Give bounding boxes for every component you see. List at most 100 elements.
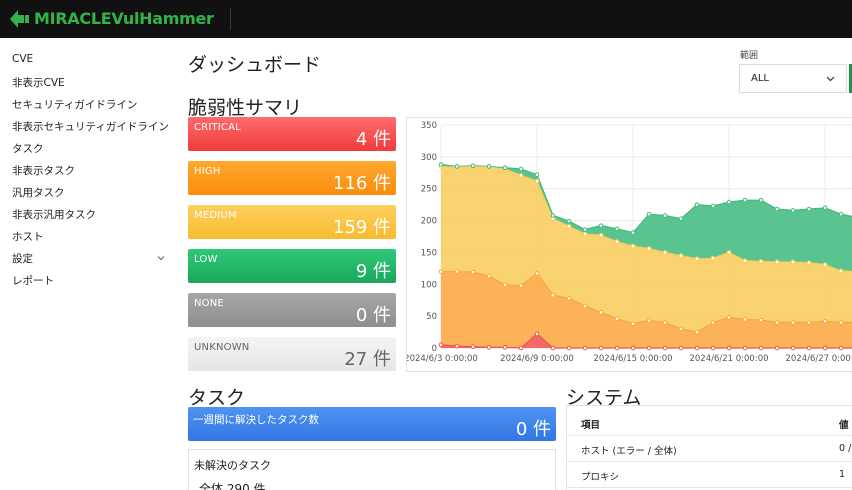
data-point (742, 197, 748, 203)
data-point (614, 345, 620, 351)
data-point (726, 345, 732, 351)
range-label: 範囲 (740, 51, 759, 61)
logo-text: MIRACLEVulHammer (34, 9, 214, 28)
x-tick-label: 2024/6/15 0:00:00 (593, 354, 672, 364)
series-line (440, 165, 852, 272)
severity-label: UNKNOWN (194, 342, 250, 353)
x-tick-label: 2024/6/9 0:00:00 (500, 354, 574, 364)
data-point (662, 345, 668, 351)
severity-card-low[interactable]: LOW 9 件 (188, 249, 396, 283)
data-point (630, 243, 636, 249)
data-point (502, 165, 508, 170)
data-point (646, 345, 652, 351)
data-point (726, 250, 732, 255)
data-point (838, 268, 844, 274)
severity-card-unknown[interactable]: UNKNOWN 27 件 (188, 337, 396, 371)
sidebar-item-general-tasks[interactable]: 汎用タスク (12, 187, 65, 199)
data-point (534, 331, 540, 337)
range-select[interactable]: ALL (739, 64, 847, 93)
system-title: システム (566, 387, 642, 409)
data-point (582, 231, 588, 237)
sidebar-item-security-guidelines[interactable]: セキュリティガイドライン (12, 99, 138, 111)
data-point (470, 344, 476, 350)
data-point (566, 218, 572, 224)
severity-card-none[interactable]: NONE 0 件 (188, 293, 396, 327)
data-point (774, 320, 780, 325)
data-point (678, 326, 684, 332)
severity-label: LOW (194, 254, 218, 265)
severity-card-high[interactable]: HIGH 116 件 (188, 161, 396, 195)
data-point (726, 199, 732, 205)
data-point (806, 345, 812, 351)
y-tick-label: 200 (421, 217, 437, 227)
data-point (454, 343, 460, 349)
data-point (566, 345, 572, 351)
data-point (598, 345, 604, 351)
data-point (726, 315, 732, 320)
data-point (822, 318, 828, 324)
unresolved-tasks-panel: 未解決のタスク 全体 290 件 (188, 449, 556, 490)
series-line (440, 163, 852, 234)
data-point (662, 250, 668, 255)
data-point (694, 345, 700, 351)
data-point (454, 269, 460, 274)
tasks-title: タスク (188, 387, 246, 409)
trend-chart-svg: 0 50 100 150 200 250 300 350 2024/6/3 0:00:00 202… (407, 121, 852, 364)
severity-card-critical[interactable]: CRITICAL 4 件 (188, 117, 396, 151)
severity-count: 159 件 (332, 217, 391, 238)
data-point (790, 320, 796, 325)
data-point (438, 269, 444, 274)
table-row: プロキシ 1 (567, 462, 852, 488)
y-tick-label: 150 (421, 248, 437, 258)
series-area (441, 333, 852, 348)
data-point (646, 246, 652, 251)
data-point (518, 166, 524, 172)
severity-label: NONE (194, 298, 224, 309)
app-logo[interactable]: MIRACLEVulHammer (10, 9, 214, 28)
page-title: ダッシュボード (188, 54, 322, 76)
data-point (550, 345, 556, 351)
data-point (470, 163, 476, 169)
data-point (774, 345, 780, 351)
data-point (710, 203, 716, 209)
data-point (518, 283, 524, 288)
severity-label: HIGH (194, 166, 221, 177)
column-header-item: 項目 (581, 420, 601, 431)
data-point (774, 206, 780, 212)
sidebar-item-hosts[interactable]: ホスト (12, 231, 44, 243)
x-tick-label: 2024/6/21 0:00:00 (689, 354, 768, 364)
data-point (550, 213, 556, 218)
data-point (486, 273, 492, 279)
severity-count: 0 件 (355, 305, 391, 326)
range-button-edge[interactable] (849, 64, 852, 93)
weekly-resolved-tasks-card[interactable]: 一週間に解決したタスク数 0 件 (188, 407, 556, 441)
series-line (440, 333, 852, 349)
data-point (758, 259, 764, 264)
sidebar-item-reports[interactable]: レポート (12, 275, 54, 287)
data-point (598, 310, 604, 315)
data-point (822, 345, 828, 351)
system-value-proxy: 1 (839, 469, 846, 480)
sidebar-item-settings[interactable]: 設定 (12, 253, 33, 265)
data-point (502, 282, 508, 288)
sidebar-item-hidden-general-tasks[interactable]: 非表示汎用タスク (12, 209, 96, 221)
data-point (790, 208, 796, 213)
data-point (486, 345, 492, 350)
data-point (694, 329, 700, 335)
sidebar-item-hidden-cve[interactable]: 非表示CVE (12, 77, 65, 89)
severity-label: MEDIUM (194, 210, 237, 221)
sidebar-item-cve[interactable]: CVE (12, 53, 34, 65)
system-item-hosts: ホスト (エラー / 全体) (581, 446, 677, 457)
y-tick-label: 250 (421, 185, 437, 195)
severity-card-medium[interactable]: MEDIUM 159 件 (188, 205, 396, 239)
y-tick-label: 0 (432, 344, 437, 354)
chevron-down-icon[interactable] (157, 254, 165, 262)
data-point (822, 205, 828, 211)
sidebar-item-tasks[interactable]: タスク (12, 143, 44, 155)
sidebar-item-hidden-security-guidelines[interactable]: 非表示セキュリティガイドライン (12, 121, 169, 133)
data-point (678, 253, 684, 258)
data-point (598, 223, 604, 228)
sidebar-item-hidden-tasks[interactable]: 非表示タスク (12, 165, 75, 177)
data-point (630, 321, 636, 327)
table-row: ホスト (エラー / 全体) 0 / (567, 436, 852, 462)
